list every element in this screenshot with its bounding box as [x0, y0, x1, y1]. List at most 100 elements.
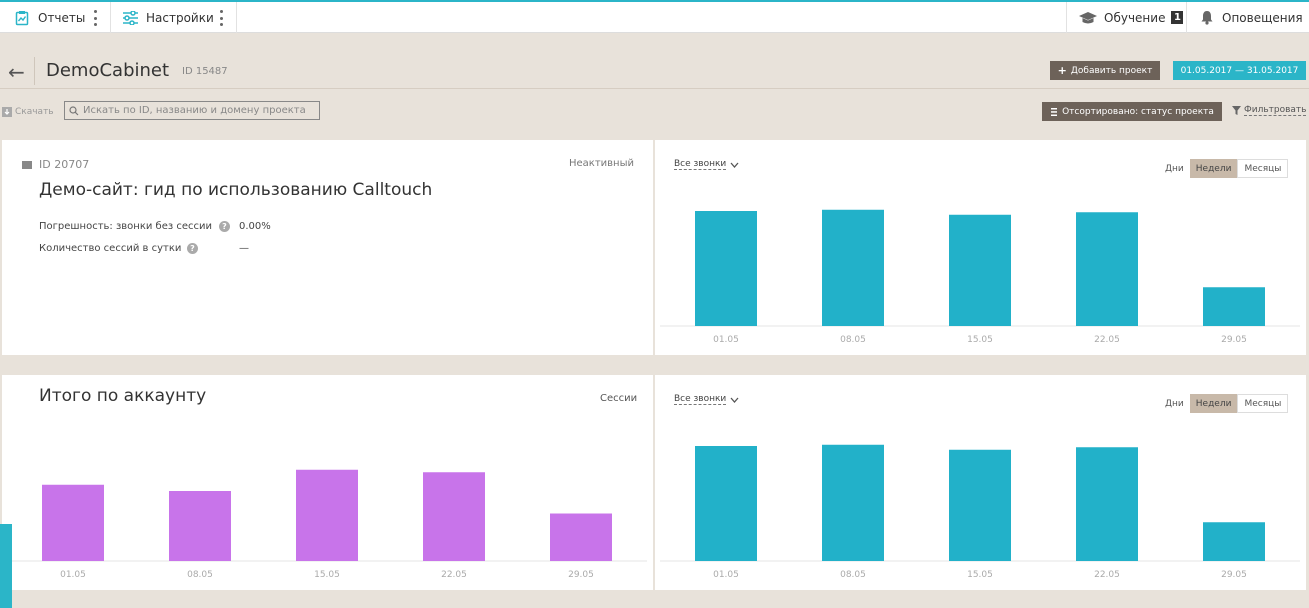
- sessions-label: Количество сессий в сутки: [39, 243, 182, 254]
- sort-button[interactable]: Отсортировано: статус проекта: [1042, 102, 1222, 121]
- chart-bar[interactable]: [949, 449, 1011, 561]
- x-tick-label: 08.05: [840, 570, 866, 580]
- chevron-down-icon: [730, 162, 739, 168]
- period-months[interactable]: Месяцы: [1237, 159, 1289, 178]
- error-label: Погрешность: звонки без сессии: [39, 221, 213, 232]
- search-input[interactable]: [83, 105, 313, 116]
- x-tick-label: 15.05: [314, 570, 340, 580]
- x-tick-label: 29.05: [568, 570, 594, 580]
- filter-label: Фильтровать: [1244, 105, 1307, 116]
- page-title: DemoCabinet: [46, 60, 170, 81]
- search-icon: [69, 105, 79, 115]
- period-months[interactable]: Месяцы: [1237, 394, 1289, 413]
- x-tick-label: 22.05: [1094, 570, 1120, 580]
- calls-dropdown-label: Все звонки: [674, 159, 727, 170]
- chart-bar[interactable]: [423, 472, 485, 561]
- metric-selector[interactable]: Сессии: [600, 393, 638, 404]
- project-calls-chart: 01.05 08.05 15.05 22.05 29.05: [660, 209, 1300, 345]
- nav-notifications[interactable]: Оповещения: [1200, 2, 1303, 33]
- x-tick-label: 29.05: [1221, 570, 1247, 580]
- period-weeks[interactable]: Недели: [1189, 159, 1238, 178]
- x-tick-label: 08.05: [840, 335, 866, 345]
- x-tick-label: 22.05: [441, 570, 467, 580]
- account-title: Итого по аккаунту: [39, 386, 207, 406]
- nav-settings[interactable]: Настройки: [122, 2, 214, 33]
- project-chart-panel: Все звонки Дни Недели Месяцы 01.05 08.05 1…: [655, 140, 1306, 355]
- period-days[interactable]: Дни: [1165, 163, 1184, 174]
- calls-dropdown[interactable]: Все звонки: [674, 394, 739, 405]
- chart-bar[interactable]: [1203, 522, 1265, 561]
- date-range-picker[interactable]: 01.05.2017 — 31.05.2017: [1173, 61, 1306, 80]
- learning-count-badge: 1: [1171, 11, 1184, 24]
- chart-bar[interactable]: [1203, 287, 1265, 326]
- chart-bar[interactable]: [822, 444, 884, 561]
- clipboard-chart-icon: [15, 10, 29, 25]
- date-range-label: 01.05.2017 — 31.05.2017: [1180, 65, 1299, 76]
- nav-notifications-label: Оповещения: [1222, 10, 1303, 25]
- plus-icon: +: [1057, 64, 1067, 77]
- side-tab[interactable]: [0, 524, 12, 608]
- chart-bar[interactable]: [695, 446, 757, 561]
- chart-bar[interactable]: [1076, 212, 1138, 326]
- period-switcher: Дни Недели Месяцы: [1159, 159, 1289, 178]
- project-name[interactable]: Демо-сайт: гид по использованию Calltouc…: [39, 180, 433, 200]
- x-tick-label: 15.05: [967, 335, 993, 345]
- nav-reports-label: Отчеты: [38, 10, 86, 25]
- x-tick-label: 01.05: [713, 570, 739, 580]
- bell-icon: [1201, 11, 1213, 25]
- x-tick-label: 22.05: [1094, 335, 1120, 345]
- project-id: ID 20707: [39, 158, 90, 171]
- funnel-icon: [1232, 106, 1241, 115]
- help-icon[interactable]: ?: [187, 243, 198, 254]
- back-arrow-icon[interactable]: ←: [8, 60, 25, 84]
- sliders-icon: [123, 10, 138, 25]
- settings-more-icon[interactable]: [220, 10, 224, 26]
- chart-bar[interactable]: [42, 484, 104, 561]
- period-weeks[interactable]: Недели: [1189, 394, 1238, 413]
- x-tick-label: 15.05: [967, 570, 993, 580]
- top-navigation-bar: Отчеты Настройки Обучение 1 Оповещения: [0, 0, 1309, 33]
- project-card[interactable]: ID 20707 Неактивный Демо-сайт: гид по ис…: [2, 140, 653, 355]
- calls-dropdown-label: Все звонки: [674, 394, 727, 405]
- download-label: Скачать: [15, 107, 54, 117]
- chart-bar[interactable]: [695, 211, 757, 326]
- chart-bar[interactable]: [1076, 447, 1138, 561]
- error-value: 0.00%: [239, 221, 271, 232]
- period-days[interactable]: Дни: [1165, 398, 1184, 409]
- account-sessions-chart: 01.05 08.05 15.05 22.05 29.05: [7, 469, 647, 580]
- chart-bar[interactable]: [550, 513, 612, 562]
- folder-icon: [22, 161, 32, 169]
- download-button[interactable]: Скачать: [2, 107, 54, 117]
- account-chart-panel: Все звонки Дни Недели Месяцы 01.05 08.05 1…: [655, 375, 1306, 590]
- nav-settings-label: Настройки: [146, 10, 214, 25]
- project-status: Неактивный: [569, 158, 634, 169]
- x-tick-label: 01.05: [713, 335, 739, 345]
- chart-bar[interactable]: [296, 469, 358, 561]
- cabinet-id: ID 15487: [182, 66, 228, 77]
- sessions-value: —: [239, 243, 249, 254]
- add-project-label: Добавить проект: [1070, 65, 1153, 76]
- account-calls-chart: 01.05 08.05 15.05 22.05 29.05: [660, 444, 1300, 580]
- account-summary-panel: Итого по аккаунту Сессии 01.05 08.05 15.05…: [2, 375, 653, 590]
- nav-learning-label: Обучение: [1104, 10, 1166, 25]
- chart-bar[interactable]: [949, 214, 1011, 326]
- nav-learning[interactable]: Обучение 1: [1078, 2, 1184, 33]
- help-icon[interactable]: ?: [219, 221, 230, 232]
- download-icon: [2, 107, 12, 117]
- chart-bar[interactable]: [169, 491, 231, 561]
- chart-bar[interactable]: [822, 209, 884, 326]
- reports-more-icon[interactable]: [94, 10, 98, 26]
- calls-dropdown[interactable]: Все звонки: [674, 159, 739, 170]
- sort-icon: [1051, 107, 1058, 116]
- x-tick-label: 29.05: [1221, 335, 1247, 345]
- chevron-down-icon: [730, 397, 739, 403]
- graduation-cap-icon: [1079, 11, 1097, 23]
- x-tick-label: 08.05: [187, 570, 213, 580]
- nav-reports[interactable]: Отчеты: [14, 2, 85, 33]
- search-box[interactable]: [64, 101, 320, 120]
- add-project-button[interactable]: + Добавить проект: [1050, 61, 1160, 80]
- x-tick-label: 01.05: [60, 570, 86, 580]
- period-switcher: Дни Недели Месяцы: [1159, 394, 1289, 413]
- filter-button[interactable]: Фильтровать: [1232, 105, 1307, 116]
- sort-label: Отсортировано: статус проекта: [1062, 106, 1214, 117]
